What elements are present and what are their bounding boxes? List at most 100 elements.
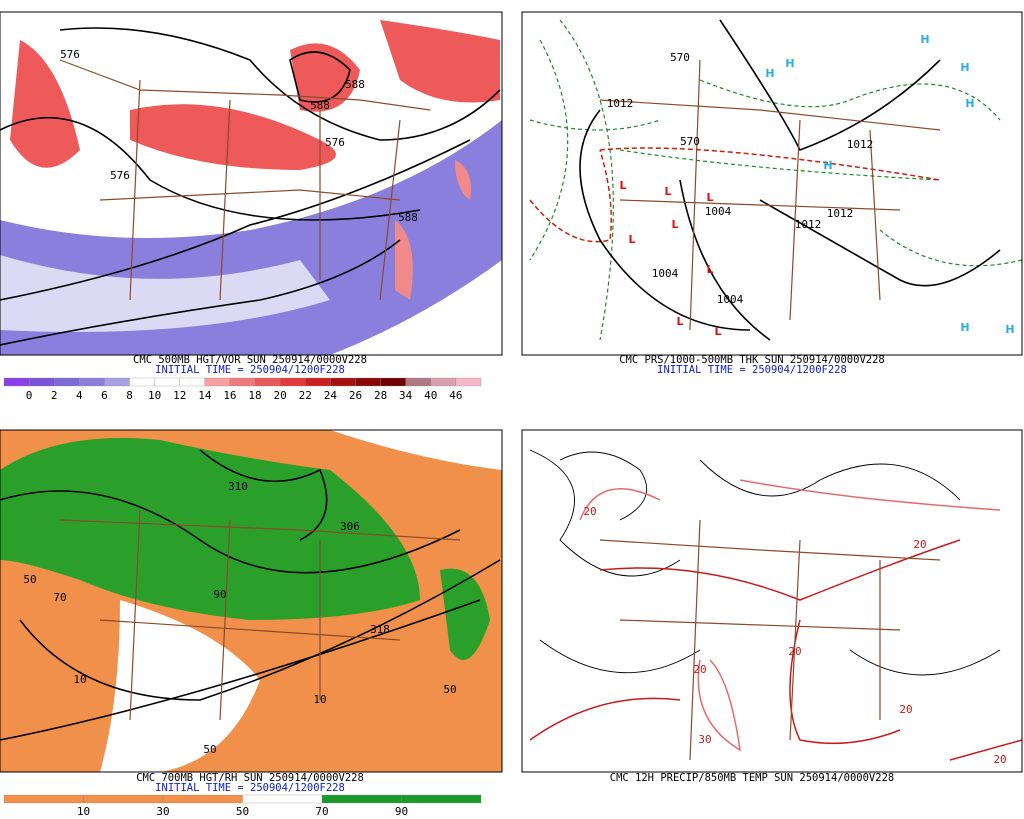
colorbar-label: 90	[395, 805, 408, 818]
colorbar-label: 22	[299, 389, 312, 402]
thickness-contour	[529, 19, 1023, 341]
thickness-contour	[529, 147, 941, 243]
colorbar-swatch	[3, 377, 30, 387]
contour-label: 310	[228, 480, 248, 493]
contour-label: 1004	[652, 267, 679, 280]
colorbar-swatch	[305, 377, 331, 387]
height-contour	[0, 449, 501, 741]
map-panel-3	[0, 429, 503, 773]
contour-label: 576	[110, 169, 130, 182]
low-pressure-marker: L	[664, 185, 671, 198]
colorbar-label: 6	[101, 389, 108, 402]
colorbar-label: 46	[449, 389, 462, 402]
colorbar-swatch	[455, 377, 482, 387]
colorbar-label: 12	[173, 389, 186, 402]
colorbar-label: 20	[274, 389, 287, 402]
temperature-contour	[579, 479, 1001, 752]
colorbar-swatch	[401, 794, 482, 804]
colorbar-swatch	[83, 794, 164, 804]
contour-label: 1004	[705, 205, 732, 218]
colorbar-swatch	[162, 794, 243, 804]
map-frame	[521, 429, 1023, 773]
low-pressure-marker: L	[714, 325, 721, 338]
colorbar-label: 16	[223, 389, 236, 402]
political-border	[599, 59, 941, 331]
high-pressure-marker: H	[785, 57, 794, 70]
colorbar-swatch	[104, 377, 130, 387]
colorbar-swatch	[280, 377, 306, 387]
contour-label: 576	[325, 136, 345, 149]
contour-label: 20	[993, 753, 1006, 766]
colorbar-label: 10	[148, 389, 161, 402]
colorbar-label: 50	[236, 805, 249, 818]
low-pressure-marker: L	[676, 315, 683, 328]
contour-label: 570	[670, 51, 690, 64]
colorbar-label: 34	[399, 389, 413, 402]
high-pressure-marker: H	[765, 67, 774, 80]
contour-label: 588	[398, 211, 418, 224]
map-panel-4	[521, 429, 1023, 773]
contour-label: 30	[698, 733, 711, 746]
contour-label: 306	[340, 520, 360, 533]
map-frame	[0, 11, 503, 356]
low-pressure-marker: L	[706, 263, 713, 276]
contour-label: 318	[370, 623, 390, 636]
contour-label: 20	[899, 703, 912, 716]
vorticity-area	[0, 255, 330, 332]
colorbar-label: 26	[349, 389, 362, 402]
contour-label: 1012	[847, 138, 874, 151]
initial-time: INITIAL TIME = 250904/1200F228	[155, 364, 345, 376]
colorbar-swatch	[28, 377, 55, 387]
colorbar-swatch	[254, 377, 281, 387]
colorbar-swatch	[430, 377, 457, 387]
colorbar-label: 8	[126, 389, 133, 402]
colorbar-label: 2	[51, 389, 58, 402]
contour-label: 10	[73, 673, 86, 686]
contour-label: 570	[680, 135, 700, 148]
colorbar-label: 18	[248, 389, 261, 402]
pressure-contour	[579, 19, 1001, 341]
height-contour	[0, 27, 501, 346]
colorbar-label: 24	[324, 389, 338, 402]
contour-label: 588	[345, 78, 365, 91]
colorbar-swatch	[229, 377, 256, 387]
map-frame	[0, 429, 503, 773]
low-pressure-marker: L	[671, 218, 678, 231]
contour-label: 1012	[607, 97, 634, 110]
contour-label: 1012	[827, 207, 854, 220]
map-panel-2	[521, 11, 1023, 356]
contour-label: 70	[53, 591, 66, 604]
colorbar-label: 70	[315, 805, 328, 818]
colorbar-label: 4	[76, 389, 83, 402]
high-pressure-marker: H	[920, 33, 929, 46]
low-pressure-marker: L	[706, 191, 713, 204]
contour-label: 20	[788, 645, 801, 658]
high-pressure-marker: H	[960, 321, 969, 334]
colorbar-swatch	[405, 377, 431, 387]
humidity-area	[0, 438, 420, 620]
colorbar-swatch	[355, 377, 381, 387]
contour-label: 1004	[717, 293, 744, 306]
colorbar-label: 40	[424, 389, 437, 402]
colorbar-swatch	[380, 377, 406, 387]
colorbar-swatch	[79, 377, 105, 387]
colorbar-swatch	[154, 377, 180, 387]
contour-label: 50	[23, 573, 36, 586]
political-border	[59, 509, 461, 721]
colorbar-swatch	[242, 794, 323, 804]
map-caption: CMC 700MB HGT/RH SUN 250914/0000V228	[136, 772, 364, 784]
map-caption: CMC 500MB HGT/VOR SUN 250914/0000V228	[133, 354, 367, 366]
political-border	[599, 519, 941, 761]
colorbar-swatch	[179, 377, 205, 387]
low-pressure-marker: L	[619, 179, 626, 192]
colorbar-label: 10	[77, 805, 90, 818]
contour-label: 576	[60, 48, 80, 61]
initial-time: INITIAL TIME = 250904/1200F228	[155, 782, 345, 794]
colorbar-swatch	[204, 377, 231, 387]
colorbar-swatch	[321, 794, 402, 804]
contour-label: 20	[583, 505, 596, 518]
precip-contour	[529, 449, 1001, 676]
colorbar-label: 30	[156, 805, 169, 818]
contour-label: 20	[693, 663, 706, 676]
